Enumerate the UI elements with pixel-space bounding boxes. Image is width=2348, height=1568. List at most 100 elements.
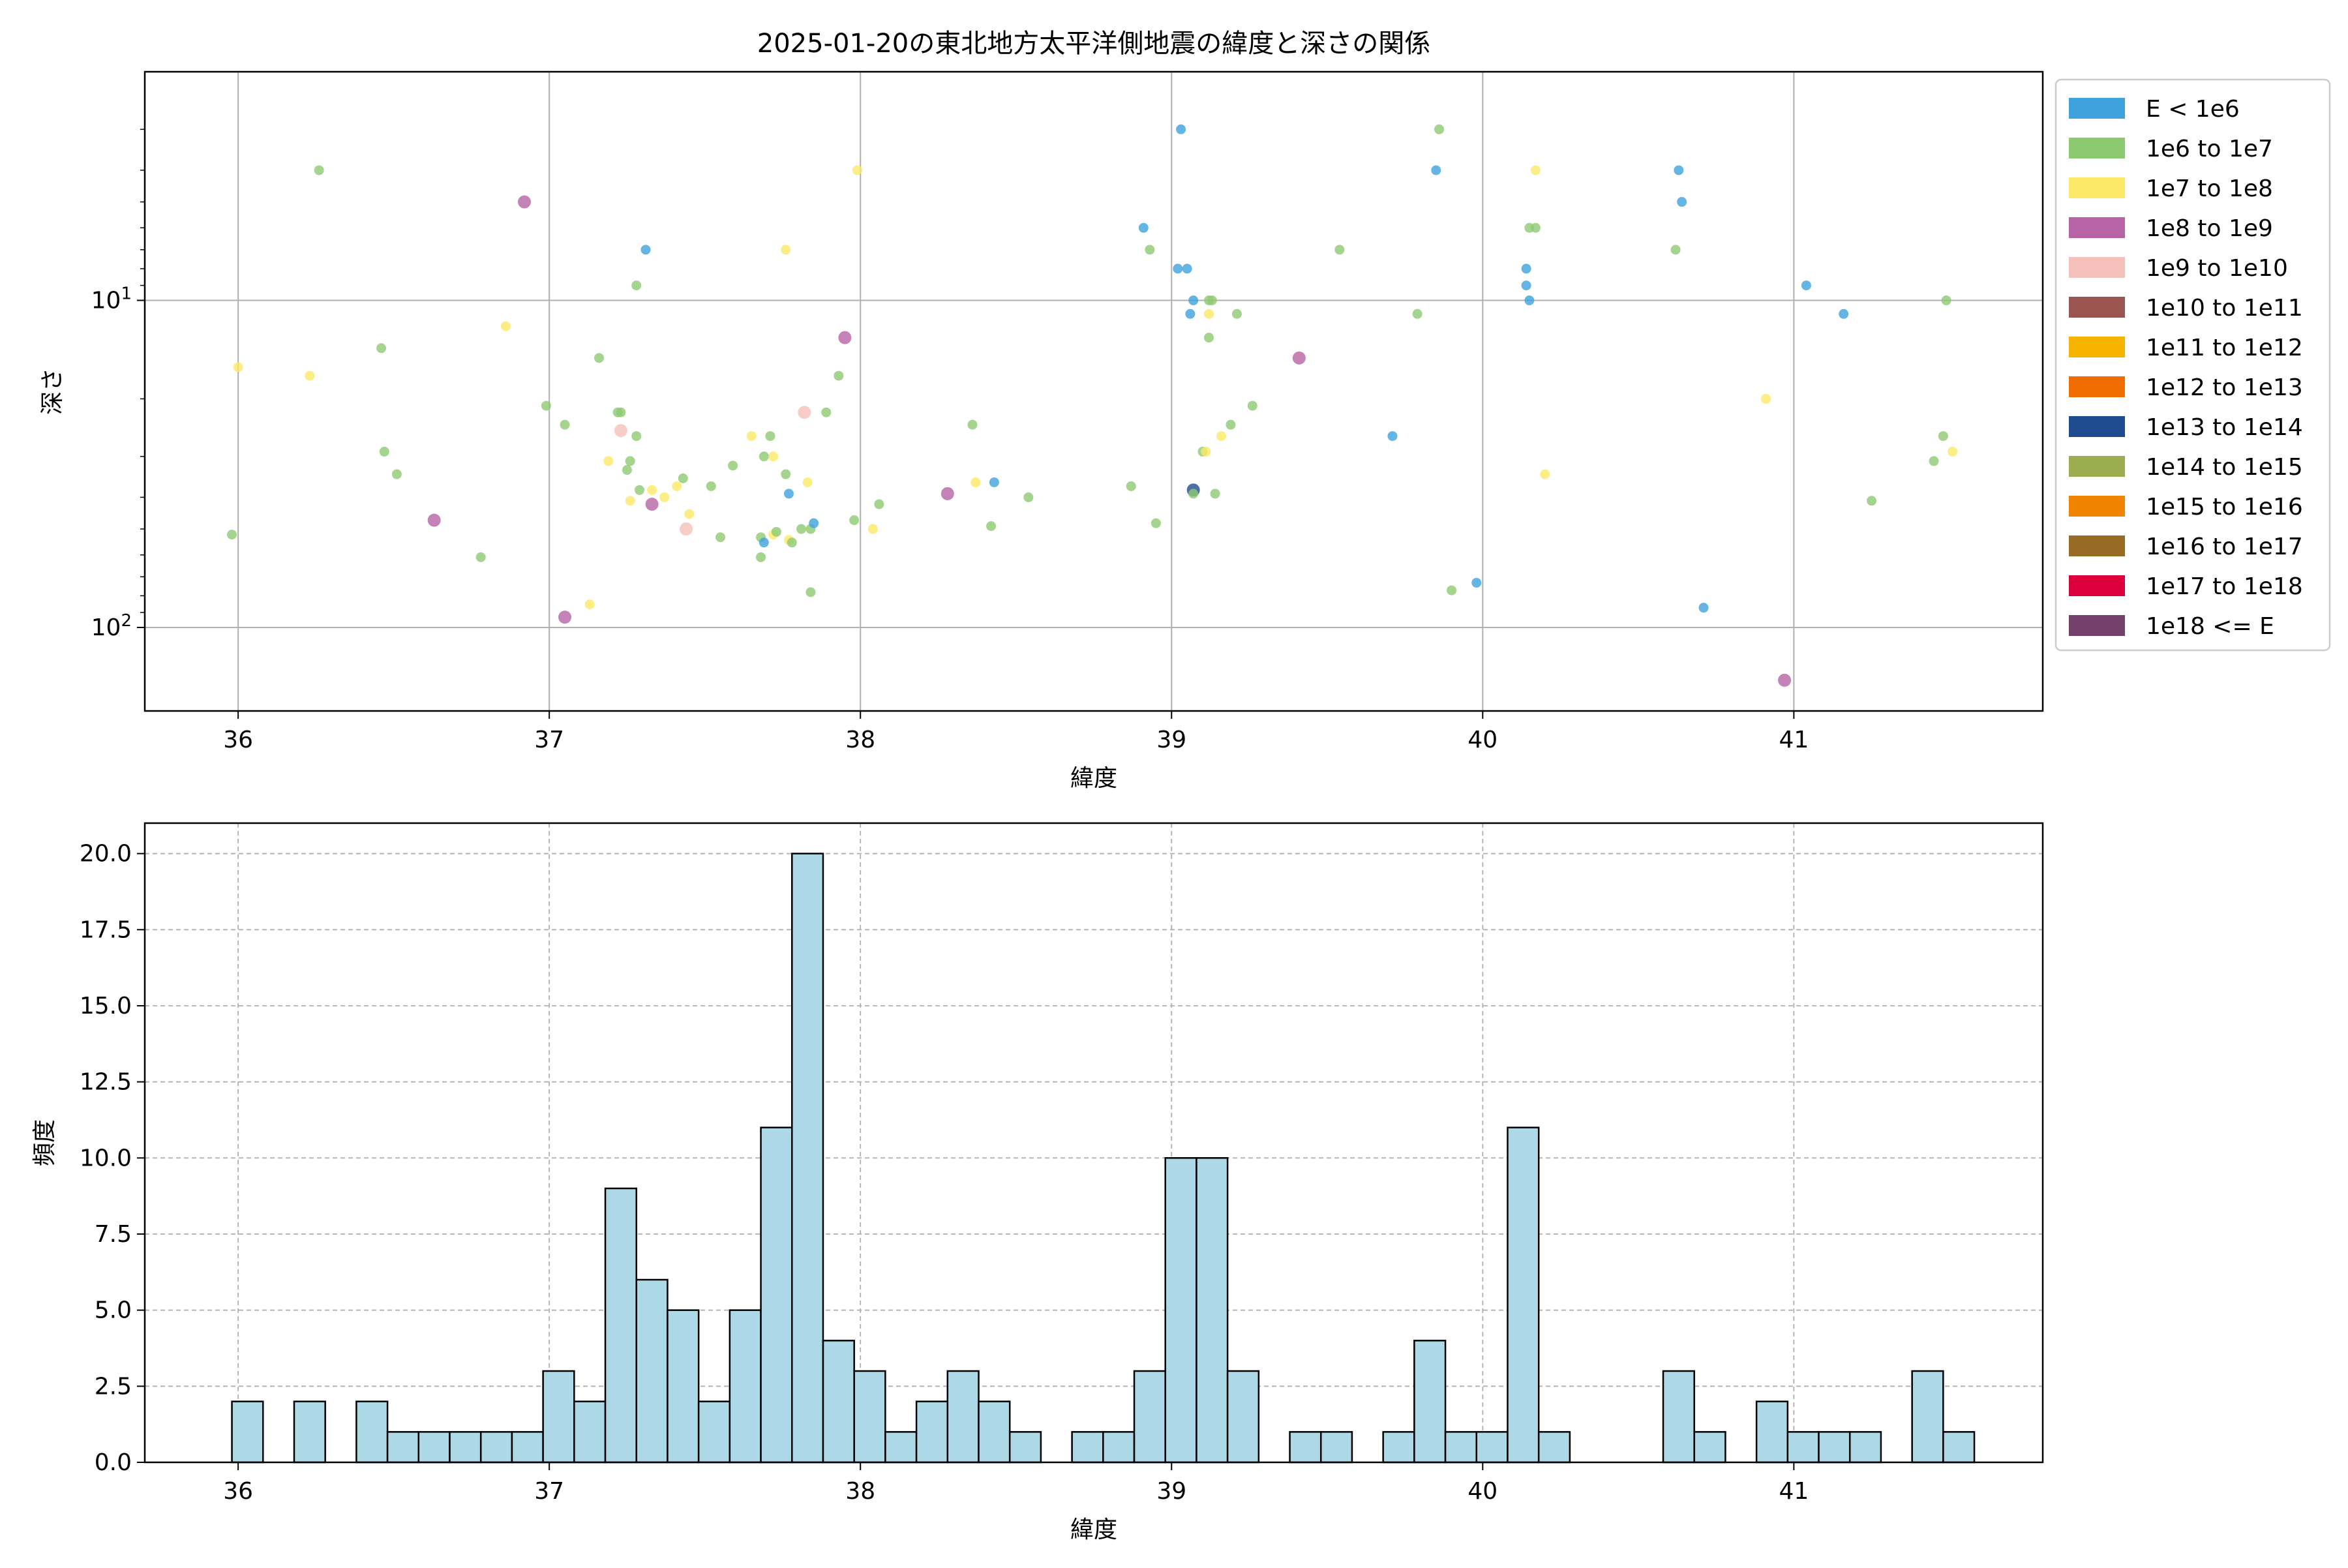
scatter-x-ticks: 36 37 38 39 40 41 [223,711,1809,753]
legend-items: E < 1e6 1e6 to 1e7 1e7 to 1e8 1e8 to 1e9 1e9… [2069,96,2303,640]
scatter-point-109 [1677,197,1687,207]
scatter-point-22 [625,496,635,506]
legend-label-3: 1e8 to 1e9 [2146,215,2273,242]
scatter-x-tick-label-3: 39 [1156,727,1186,753]
legend-label-10: 1e15 to 1e16 [2146,494,2303,520]
histogram-x-tick-label-1: 37 [534,1478,564,1505]
scatter-x-tick-label-4: 40 [1468,727,1498,753]
histogram-bar-35 [1319,1431,1353,1464]
legend-swatch-1 [2069,138,2125,158]
scatter-point-70 [1126,481,1136,491]
scatter-point-115 [1867,496,1877,506]
scatter-point-96 [1431,165,1441,175]
scatter-point-108 [1674,165,1684,175]
scatter-point-32 [680,522,693,536]
scatter-x-tick-label-5: 41 [1779,727,1809,753]
histogram-x-tick-label-0: 36 [223,1478,253,1505]
histogram-bar-23 [946,1370,980,1464]
scatter-point-116 [1929,456,1939,466]
scatter-point-9 [500,321,511,331]
scatter-point-58 [834,370,844,381]
histogram-bar-41 [1507,1126,1540,1464]
scatter-point-13 [558,611,572,624]
scatter-point-64 [941,487,954,500]
scatter-point-67 [986,521,997,532]
scatter-point-94 [1387,431,1398,442]
scatter-point-74 [1173,264,1183,274]
histogram-bar-50 [1786,1431,1820,1464]
legend-swatch-7 [2069,376,2125,397]
legend-swatch-13 [2069,615,2125,636]
histogram-y-label: 頻度 [31,1119,58,1166]
histogram-y-ticks: 0.0 2.5 5.0 7.5 10.0 12.5 15.0 17.5 20.0 [80,841,145,1476]
scatter-point-78 [1188,295,1199,306]
scatter-point-14 [584,599,595,610]
scatter-point-105 [1530,165,1541,175]
scatter-point-65 [967,419,978,430]
scatter-point-85 [1204,333,1214,343]
histogram-bar-21 [884,1431,918,1464]
scatter-point-47 [781,469,791,479]
scatter-point-26 [640,245,651,255]
scatter-point-84 [1204,309,1214,319]
scatter-point-51 [796,524,807,534]
scatter-point-75 [1176,124,1186,134]
histogram-bar-20 [853,1370,886,1464]
histogram-bar-39 [1444,1431,1478,1464]
scatter-point-63 [874,499,884,509]
histogram-bar-47 [1693,1431,1726,1464]
scatter-point-117 [1938,431,1948,442]
legend-label-5: 1e10 to 1e11 [2146,295,2303,322]
histogram-bar-24 [978,1400,1011,1464]
histogram-x-tick-label-5: 41 [1779,1478,1809,1505]
scatter-y-tick-label-1: 102 [91,611,132,641]
legend-label-6: 1e11 to 1e12 [2146,335,2303,361]
histogram-x-label: 緯度 [1070,1516,1117,1543]
scatter-point-8 [475,552,486,562]
histogram-grid [145,823,2043,1463]
legend-label-0: E < 1e6 [2146,96,2240,123]
scatter-point-0 [227,530,237,540]
scatter-point-20 [622,465,632,475]
scatter-point-111 [1760,393,1771,404]
histogram-y-tick-label-8: 20.0 [80,841,132,867]
scatter-point-23 [631,280,642,291]
legend-swatch-8 [2069,416,2125,437]
scatter-point-92 [1292,351,1306,365]
histogram-bar-46 [1662,1370,1695,1464]
scatter-point-68 [989,477,999,487]
scatter-point-5 [379,446,389,457]
histogram-y-tick-label-6: 15.0 [80,993,132,1019]
legend-swatch-6 [2069,337,2125,357]
histogram-bar-0 [231,1400,264,1464]
histogram-bar-17 [760,1126,793,1464]
scatter-point-118 [1941,295,1951,306]
histogram-y-tick-label-4: 10.0 [80,1145,132,1171]
legend-swatch-2 [2069,177,2125,198]
scatter-point-7 [427,513,441,527]
histogram-bar-49 [1755,1400,1789,1464]
scatter-point-107 [1670,245,1681,255]
scatter-point-1 [233,362,243,372]
scatter-point-59 [838,331,852,344]
scatter-point-2 [305,370,315,381]
scatter-point-52 [798,406,811,419]
scatter-point-87 [1210,489,1220,499]
scatter-point-3 [314,165,324,175]
scatter-point-102 [1524,295,1535,306]
scatter-plot-area [145,72,2043,711]
scatter-point-110 [1698,603,1709,613]
scatter-point-25 [635,485,645,495]
scatter-point-93 [1334,245,1345,255]
scatter-point-77 [1185,309,1196,319]
scatter-point-10 [518,195,531,209]
histogram-bar-42 [1537,1431,1571,1464]
scatter-point-113 [1801,280,1811,291]
scatter-point-36 [728,460,738,471]
histogram-bar-52 [1848,1431,1882,1464]
histogram-y-tick-label-1: 2.5 [95,1373,132,1400]
legend-label-12: 1e17 to 1e18 [2146,573,2303,600]
legend-swatch-4 [2069,257,2125,278]
